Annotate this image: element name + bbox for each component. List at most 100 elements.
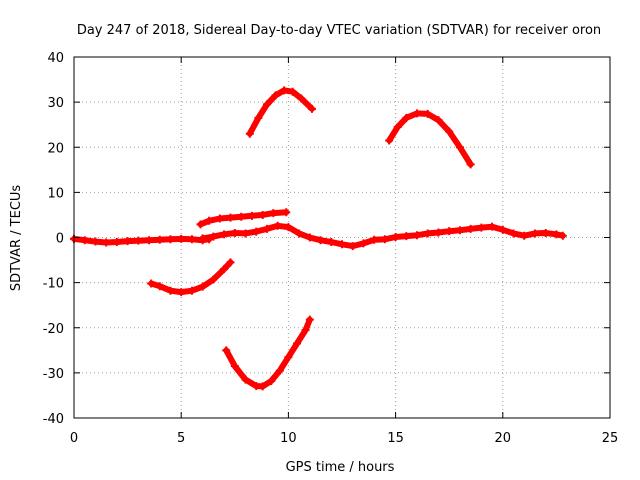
data-point [391,233,400,242]
data-point [307,104,316,113]
data-point [209,275,218,284]
data-point [271,91,280,100]
data-point [91,237,100,246]
y-tick-label: -20 [43,322,64,337]
data-point [245,129,254,138]
data-point [196,220,205,229]
data-point [241,229,250,238]
data-point [455,226,464,235]
data-point [423,229,432,238]
data-point [237,212,246,221]
data-point [198,282,207,291]
data-point [166,286,175,295]
data-point [282,208,291,217]
data-point [102,238,111,247]
data-point [327,238,336,247]
data-point [445,227,454,236]
data-point [434,228,443,237]
data-point [177,288,186,297]
data-point [220,230,229,239]
y-tick-label: 0 [56,232,64,247]
data-point [209,232,218,241]
data-point [241,375,250,384]
data-point [166,235,175,244]
data-point [552,230,561,239]
y-tick-label: 30 [47,96,64,111]
data-point [230,362,239,371]
data-point [423,109,432,118]
data-point [359,239,368,248]
data-point [413,109,422,118]
data-point [273,221,282,230]
data-point [258,210,267,219]
data-point [80,236,89,245]
data-point [220,265,229,274]
grid-lines [74,57,610,418]
x-tick-label: 25 [602,431,619,446]
data-point [155,235,164,244]
data-point [466,160,475,169]
y-tick-label: 10 [47,186,64,201]
data-point [520,231,529,240]
data-point [385,136,394,145]
data-point [402,232,411,241]
data-point [177,234,186,243]
data-point [488,222,497,231]
data-series [70,86,567,391]
y-tick-label: 20 [47,141,64,156]
series-line [148,259,234,296]
data-point [509,229,518,238]
data-point [434,116,443,125]
data-point [305,315,314,324]
data-point [558,231,567,240]
data-point [269,209,278,218]
data-point [498,225,507,234]
data-point [145,236,154,245]
data-point [267,376,276,385]
data-point [297,94,306,103]
data-point [187,235,196,244]
axes: 0 5 10 15 20 25 -40 -30 -20 -10 0 10 20 30 40 [43,51,619,446]
series-line [246,87,315,137]
chart-title: Day 247 of 2018, Sidereal Day-to-day VTE… [77,23,601,38]
data-point [134,236,143,245]
data-point [445,127,454,136]
data-point [280,86,289,95]
series-track-dip-mid [147,258,235,297]
data-point [338,240,346,249]
data-point [393,122,402,131]
data-point [455,143,464,152]
data-point [230,228,239,237]
data-point [466,224,475,233]
data-point [284,223,293,232]
data-point [292,339,301,348]
data-point [301,326,310,335]
data-point [530,229,539,238]
data-point [123,237,132,246]
data-point [187,286,196,295]
data-point [205,216,214,225]
data-point [288,87,297,96]
series-track-upper-flat [196,208,291,229]
x-axis-label: GPS time / hours [286,460,395,475]
series-track-arc-high-2 [385,109,475,169]
data-point [370,235,379,244]
data-point [147,279,156,288]
y-tick-label: 40 [47,51,64,66]
data-point [258,382,267,391]
data-point [316,236,325,245]
y-tick-label: -10 [43,277,64,292]
data-point [262,224,271,233]
data-point [198,234,207,243]
data-point [413,231,422,240]
x-tick-label: 0 [70,431,78,446]
data-point [155,282,164,291]
y-tick-label: -40 [43,412,64,427]
data-point [247,211,256,220]
x-tick-label: 20 [495,431,512,446]
data-point [402,113,411,122]
data-point [112,238,121,247]
data-point [262,100,271,109]
data-point [541,228,550,237]
